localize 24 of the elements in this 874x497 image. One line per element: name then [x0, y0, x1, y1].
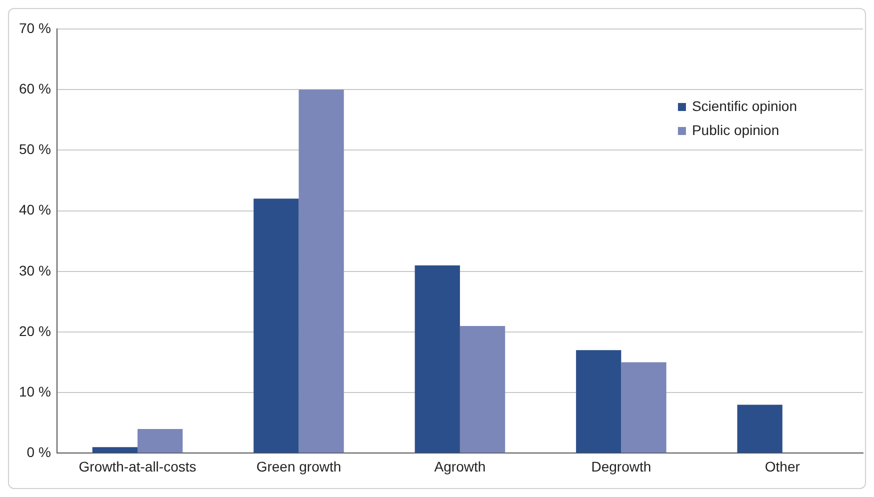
legend-label: Public opinion — [692, 122, 780, 138]
y-tick-label: 20 % — [18, 322, 51, 339]
y-tick-label: 40 % — [18, 202, 51, 218]
bar — [298, 90, 344, 453]
bar — [460, 326, 506, 453]
legend-label: Scientific opinion — [692, 98, 797, 114]
y-tick-label: 30 % — [18, 262, 51, 278]
y-tick-label: 10 % — [18, 383, 51, 400]
x-tick-label: Other — [764, 458, 800, 474]
y-tick-label: 60 % — [18, 80, 51, 96]
bar — [621, 362, 666, 453]
bar — [737, 404, 782, 453]
bar — [254, 198, 299, 453]
y-tick-label: 0 % — [26, 444, 51, 460]
bar — [576, 350, 622, 453]
y-tick-label: 70 % — [18, 20, 51, 36]
bar — [92, 447, 138, 453]
y-tick-label: 50 % — [18, 141, 51, 158]
bar — [414, 265, 460, 453]
x-tick-label: Growth-at-all-costs — [78, 458, 196, 474]
x-tick-label: Degrowth — [591, 458, 652, 474]
bar — [138, 428, 183, 453]
x-tick-label: Green growth — [256, 458, 342, 474]
x-tick-label: Agrowth — [434, 458, 486, 474]
